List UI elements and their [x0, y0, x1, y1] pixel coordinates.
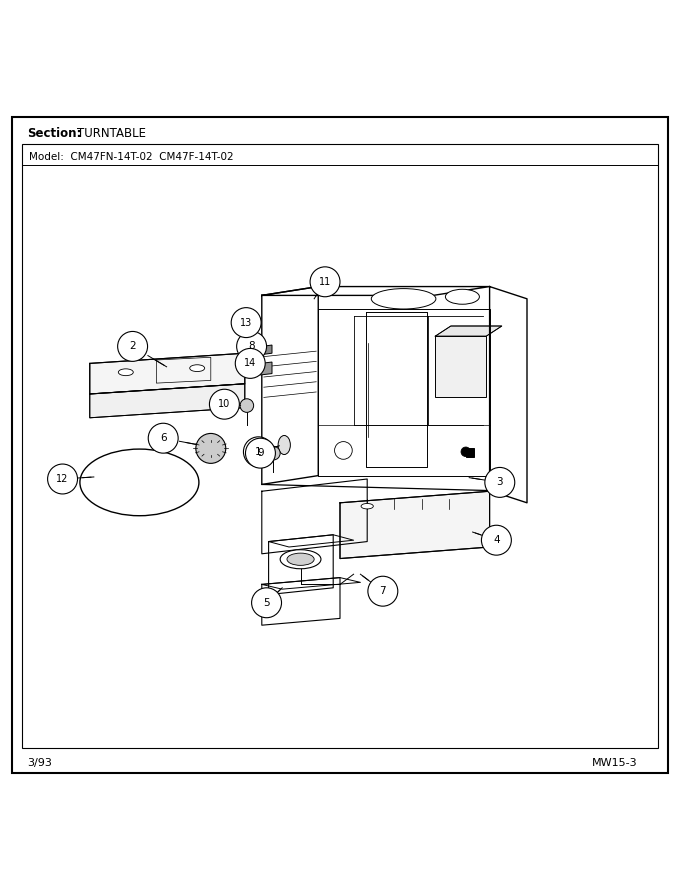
Ellipse shape [371, 288, 436, 309]
Bar [466, 449, 474, 457]
Circle shape [196, 433, 226, 464]
Text: 3: 3 [496, 477, 503, 488]
Ellipse shape [287, 553, 314, 565]
Circle shape [368, 576, 398, 606]
Ellipse shape [278, 435, 290, 455]
Text: TURNTABLE: TURNTABLE [77, 127, 146, 140]
FancyBboxPatch shape [435, 336, 486, 398]
Circle shape [461, 447, 471, 457]
Circle shape [335, 441, 352, 459]
Text: 5: 5 [263, 598, 270, 608]
Circle shape [231, 308, 261, 337]
Text: 11: 11 [319, 277, 331, 287]
Ellipse shape [280, 550, 321, 569]
Ellipse shape [445, 289, 479, 304]
Circle shape [485, 467, 515, 498]
Circle shape [48, 464, 78, 494]
Text: 4: 4 [493, 535, 500, 546]
Text: 8: 8 [248, 342, 255, 352]
Circle shape [118, 331, 148, 361]
Ellipse shape [118, 368, 133, 376]
Text: 6: 6 [160, 433, 167, 443]
Polygon shape [260, 362, 272, 375]
Circle shape [237, 331, 267, 361]
Circle shape [481, 525, 511, 555]
Text: 7: 7 [379, 587, 386, 596]
Text: 14: 14 [244, 359, 256, 368]
Circle shape [235, 349, 265, 378]
Text: 10: 10 [218, 400, 231, 409]
Circle shape [252, 587, 282, 618]
Text: 2: 2 [129, 342, 136, 352]
Text: 3/93: 3/93 [27, 758, 52, 768]
Circle shape [209, 389, 239, 419]
Circle shape [310, 267, 340, 296]
Polygon shape [435, 326, 502, 336]
Text: Model:  CM47FN-14T-02  CM47F-14T-02: Model: CM47FN-14T-02 CM47F-14T-02 [29, 151, 233, 162]
Circle shape [148, 424, 178, 453]
Ellipse shape [361, 504, 373, 509]
Text: 9: 9 [257, 449, 264, 458]
Text: MW15-3: MW15-3 [592, 758, 637, 768]
Circle shape [243, 437, 273, 466]
Circle shape [267, 447, 280, 460]
Text: 12: 12 [56, 474, 69, 484]
Polygon shape [262, 345, 272, 354]
Text: Section:: Section: [27, 127, 82, 140]
Circle shape [240, 399, 254, 412]
Polygon shape [90, 384, 245, 417]
Ellipse shape [190, 365, 205, 371]
Polygon shape [340, 491, 490, 559]
Text: 1: 1 [255, 447, 262, 457]
Polygon shape [90, 353, 245, 394]
Bar [22, 144, 658, 748]
Text: 13: 13 [240, 318, 252, 328]
Circle shape [245, 438, 275, 468]
